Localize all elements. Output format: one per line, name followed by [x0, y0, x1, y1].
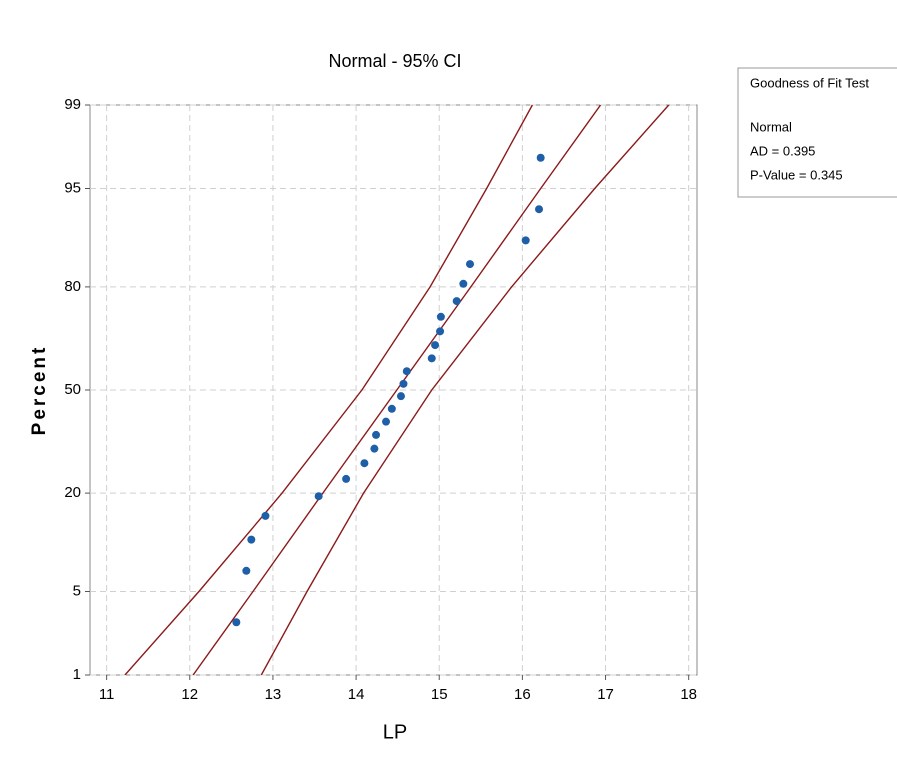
chart-title: Normal - 95% CI — [328, 51, 461, 71]
data-point — [314, 492, 323, 501]
legend-pvalue: P-Value = 0.345 — [750, 167, 843, 182]
data-point — [342, 474, 351, 483]
x-tick-label: 14 — [348, 686, 365, 703]
legend-distribution: Normal — [750, 119, 792, 134]
legend-title: Goodness of Fit Test — [750, 75, 869, 90]
y-tick-label: 80 — [64, 278, 81, 295]
data-point — [242, 566, 251, 575]
y-tick-label: 1 — [73, 666, 81, 683]
x-tick-label: 12 — [181, 686, 198, 703]
data-point — [372, 430, 381, 439]
y-tick-label: 20 — [64, 484, 81, 501]
data-point — [536, 153, 545, 162]
data-point — [459, 279, 468, 288]
data-point — [370, 444, 379, 453]
data-point — [247, 535, 256, 544]
x-tick-label: 17 — [597, 686, 614, 703]
y-tick-label: 5 — [73, 582, 81, 599]
data-point — [427, 354, 436, 363]
data-point — [521, 236, 530, 245]
data-point — [436, 312, 445, 321]
data-point — [452, 297, 461, 306]
y-tick-label: 99 — [64, 96, 81, 113]
data-point — [402, 367, 411, 376]
x-tick-label: 16 — [514, 686, 531, 703]
plot-lines — [124, 105, 670, 675]
y-axis-label: Percent — [29, 345, 50, 436]
data-point — [431, 341, 440, 350]
y-tick-label: 50 — [64, 381, 81, 398]
data-point — [360, 459, 369, 468]
data-point — [261, 511, 270, 520]
x-tick-label: 15 — [431, 686, 448, 703]
data-point — [465, 260, 474, 269]
legend: Goodness of Fit Test Normal AD = 0.395 P… — [737, 67, 897, 198]
data-point — [232, 618, 241, 627]
data-point — [387, 404, 396, 413]
x-axis-label: LP — [383, 721, 407, 743]
legend-ad: AD = 0.395 — [750, 143, 815, 158]
data-point — [436, 327, 445, 336]
data-point — [382, 417, 391, 426]
x-tick-label: 13 — [265, 686, 282, 703]
ci-line — [260, 105, 670, 675]
data-point — [396, 392, 405, 401]
data-point — [535, 205, 544, 214]
legend-box — [737, 67, 897, 198]
x-tick-label: 18 — [680, 686, 697, 703]
fit-line — [192, 105, 602, 675]
x-tick-label: 11 — [99, 686, 115, 703]
data-point — [399, 379, 408, 388]
ci-line — [124, 105, 533, 675]
y-tick-label: 95 — [64, 179, 81, 196]
